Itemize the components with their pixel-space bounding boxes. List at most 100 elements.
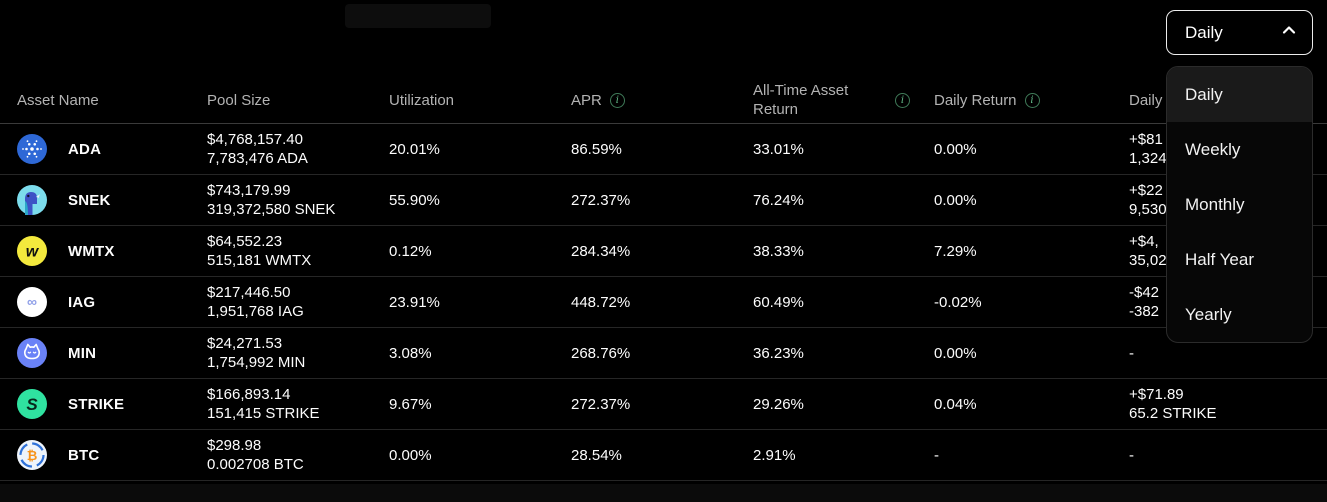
svg-text:₿: ₿ bbox=[27, 449, 38, 464]
min-icon bbox=[17, 338, 47, 368]
earnings-token-value: 65.2 STRIKE bbox=[1129, 405, 1217, 422]
all-time-return-cell: 60.49% bbox=[753, 293, 804, 311]
pool-usd-value: $217,446.50 bbox=[207, 284, 291, 301]
apr-cell: 448.72% bbox=[571, 293, 631, 311]
top-dark-panel bbox=[345, 4, 491, 28]
asset-cell: SNEK bbox=[17, 185, 207, 215]
header-label: Daily Return bbox=[934, 91, 1017, 109]
pool-size-cell: $217,446.50 1,951,768 IAG bbox=[207, 283, 389, 321]
asset-pools-table: Asset Name Pool Size Utilization APR i A… bbox=[0, 77, 1327, 481]
iag-icon: ∞ bbox=[17, 287, 47, 317]
table-row-strike[interactable]: S STRIKE $166,893.14 151,415 STRIKE 9.67… bbox=[0, 379, 1327, 430]
pool-size-cell: $4,768,157.40 7,783,476 ADA bbox=[207, 130, 389, 168]
asset-name: BTC bbox=[68, 446, 100, 464]
pool-size-cell: $24,271.53 1,754,992 MIN bbox=[207, 334, 389, 372]
info-icon[interactable]: i bbox=[895, 92, 910, 108]
asset-cell: ADA bbox=[17, 134, 207, 164]
period-option-weekly[interactable]: Weekly bbox=[1185, 139, 1241, 159]
info-icon[interactable]: i bbox=[1024, 92, 1040, 108]
daily-earnings-cell: +$22 9,530 bbox=[1129, 181, 1327, 219]
period-dropdown-value: Daily bbox=[1185, 22, 1223, 42]
header-daily-return: Daily Return i bbox=[934, 92, 1129, 109]
pool-token-value: 1,951,768 IAG bbox=[207, 303, 304, 320]
utilization-cell: 55.90% bbox=[389, 191, 440, 209]
asset-name: WMTX bbox=[68, 242, 115, 260]
asset-cell: ₿ BTC bbox=[17, 440, 207, 470]
all-time-return-cell: 76.24% bbox=[753, 191, 804, 209]
header-daily-earnings: Daily bbox=[1129, 92, 1327, 109]
pool-size-cell: $298.98 0.002708 BTC bbox=[207, 436, 389, 474]
pool-usd-value: $4,768,157.40 bbox=[207, 131, 303, 148]
asset-name: SNEK bbox=[68, 191, 111, 209]
apr-cell: 272.37% bbox=[571, 395, 631, 413]
pool-token-value: 151,415 STRIKE bbox=[207, 405, 320, 422]
header-apr: APR i bbox=[571, 92, 753, 109]
btc-icon: ₿ bbox=[17, 440, 47, 470]
earnings-usd-value: +$4, bbox=[1129, 233, 1159, 250]
asset-cell: ∞ IAG bbox=[17, 287, 207, 317]
daily-return-cell: - bbox=[934, 446, 939, 464]
utilization-cell: 3.08% bbox=[389, 344, 432, 362]
asset-cell: w WMTX bbox=[17, 236, 207, 266]
daily-return-cell: 0.00% bbox=[934, 140, 977, 158]
earnings-token-value: -382 bbox=[1129, 303, 1160, 320]
earnings-token-value: 1,324 bbox=[1129, 150, 1167, 167]
table-row-iag[interactable]: ∞ IAG $217,446.50 1,951,768 IAG 23.91% 4… bbox=[0, 277, 1327, 328]
table-header-row: Asset Name Pool Size Utilization APR i A… bbox=[0, 77, 1327, 124]
header-utilization: Utilization bbox=[389, 92, 571, 109]
utilization-cell: 23.91% bbox=[389, 293, 440, 311]
earnings-usd-value: +$81 bbox=[1129, 131, 1163, 148]
info-icon[interactable]: i bbox=[609, 92, 625, 108]
period-option-monthly[interactable]: Monthly bbox=[1185, 194, 1245, 214]
header-label: Pool Size bbox=[207, 91, 271, 109]
period-dropdown-menu: Daily Weekly Monthly Half Year Yearly bbox=[1166, 66, 1313, 343]
table-row-min[interactable]: MIN $24,271.53 1,754,992 MIN 3.08% 268.7… bbox=[0, 328, 1327, 379]
pool-usd-value: $24,271.53 bbox=[207, 335, 283, 352]
period-option-daily[interactable]: Daily bbox=[1167, 67, 1312, 122]
utilization-cell: 0.12% bbox=[389, 242, 432, 260]
ada-icon bbox=[17, 134, 47, 164]
utilization-cell: 20.01% bbox=[389, 140, 440, 158]
wmtx-icon: w bbox=[17, 236, 47, 266]
table-row-wmtx[interactable]: w WMTX $64,552.23 515,181 WMTX 0.12% 284… bbox=[0, 226, 1327, 277]
earnings-token-value: 35,02 bbox=[1129, 252, 1167, 269]
header-label: Asset Name bbox=[17, 91, 99, 109]
all-time-return-cell: 33.01% bbox=[753, 140, 804, 158]
all-time-return-cell: 36.23% bbox=[753, 344, 804, 362]
asset-name: ADA bbox=[68, 140, 102, 158]
pool-usd-value: $166,893.14 bbox=[207, 386, 291, 403]
pool-token-value: 0.002708 BTC bbox=[207, 456, 304, 473]
apr-cell: 86.59% bbox=[571, 140, 622, 158]
pool-token-value: 1,754,992 MIN bbox=[207, 354, 306, 371]
pool-size-cell: $743,179.99 319,372,580 SNEK bbox=[207, 181, 389, 219]
pool-token-value: 7,783,476 ADA bbox=[207, 150, 308, 167]
table-row-ada[interactable]: ADA $4,768,157.40 7,783,476 ADA 20.01% 8… bbox=[0, 124, 1327, 175]
bottom-strip bbox=[0, 484, 1327, 502]
header-label: Daily bbox=[1129, 91, 1163, 109]
daily-return-cell: 0.04% bbox=[934, 395, 977, 413]
table-row-snek[interactable]: SNEK $743,179.99 319,372,580 SNEK 55.90%… bbox=[0, 175, 1327, 226]
header-label: All-Time Asset Return bbox=[753, 82, 849, 118]
pool-size-cell: $64,552.23 515,181 WMTX bbox=[207, 232, 389, 270]
period-dropdown-button[interactable]: Daily bbox=[1166, 10, 1313, 55]
period-option-yearly[interactable]: Yearly bbox=[1185, 304, 1232, 324]
daily-earnings-cell: +$4, 35,02 bbox=[1129, 232, 1327, 270]
daily-return-cell: -0.02% bbox=[934, 293, 982, 311]
chevron-up-icon bbox=[1281, 22, 1297, 43]
header-asset-name: Asset Name bbox=[17, 92, 207, 109]
daily-return-cell: 0.00% bbox=[934, 191, 977, 209]
daily-return-cell: 7.29% bbox=[934, 242, 977, 260]
all-time-return-cell: 2.91% bbox=[753, 446, 796, 464]
svg-text:w: w bbox=[26, 244, 40, 261]
apr-cell: 28.54% bbox=[571, 446, 622, 464]
table-row-btc[interactable]: ₿ BTC $298.98 0.002708 BTC 0.00% 28.54% … bbox=[0, 430, 1327, 481]
header-pool-size: Pool Size bbox=[207, 92, 389, 109]
earnings-usd-value: -$42 bbox=[1129, 284, 1160, 301]
daily-earnings-cell: - bbox=[1129, 344, 1327, 363]
earnings-usd-value: +$71.89 bbox=[1129, 386, 1184, 403]
snek-icon bbox=[17, 185, 47, 215]
pool-usd-value: $743,179.99 bbox=[207, 182, 291, 199]
period-option-half-year[interactable]: Half Year bbox=[1185, 249, 1254, 269]
earnings-usd-value: - bbox=[1129, 446, 1134, 464]
